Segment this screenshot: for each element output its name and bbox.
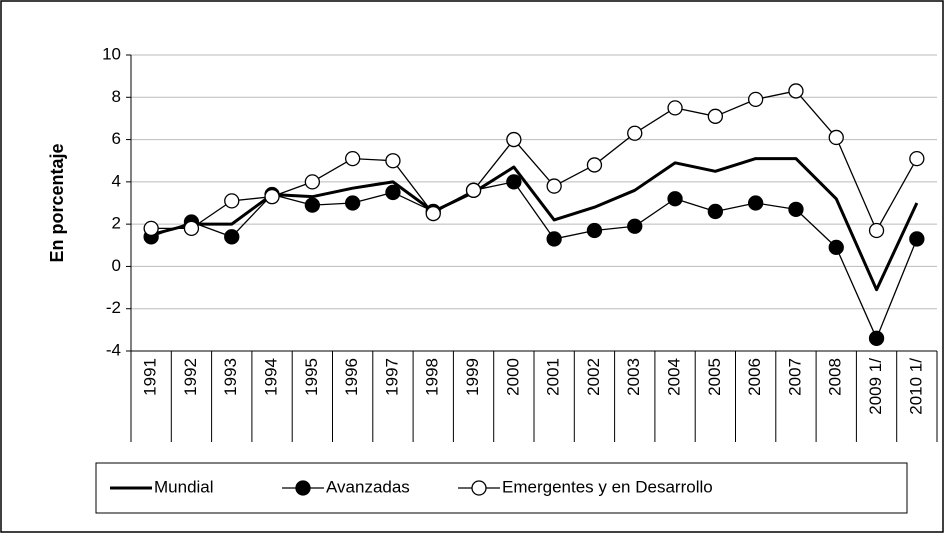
- data-point: [224, 193, 240, 209]
- data-point: [788, 201, 804, 217]
- x-tick-label: 2004: [665, 358, 684, 396]
- x-tick-label: 1992: [181, 358, 200, 396]
- data-point: [909, 231, 925, 247]
- data-point: [828, 239, 844, 256]
- legend-label: Avanzadas: [326, 477, 410, 496]
- data-point: [667, 191, 683, 207]
- data-point: [465, 182, 482, 198]
- x-tick-label: 2001: [544, 358, 563, 396]
- data-point: [344, 150, 361, 167]
- y-tick-label: -4: [106, 340, 121, 359]
- x-tick-label: 2006: [745, 358, 764, 396]
- data-point: [748, 91, 764, 108]
- x-tick-label: 2002: [584, 358, 603, 396]
- y-tick-label: 10: [102, 44, 121, 63]
- x-tick-label: 1996: [342, 358, 361, 396]
- data-point: [546, 178, 562, 194]
- data-point: [183, 220, 200, 237]
- data-point: [586, 157, 603, 173]
- y-tick-label: 0: [112, 256, 121, 275]
- legend-marker: [471, 480, 487, 496]
- data-point: [707, 203, 723, 220]
- data-point: [868, 330, 885, 346]
- data-point: [707, 108, 723, 124]
- y-tick-label: 6: [112, 129, 121, 148]
- data-point: [667, 100, 683, 116]
- data-point: [627, 218, 643, 234]
- x-tick-label: 1993: [221, 358, 240, 396]
- data-point: [224, 229, 240, 245]
- data-point: [586, 222, 603, 239]
- x-tick-label: 2009 1/: [866, 358, 885, 415]
- y-tick-label: 2: [112, 214, 121, 233]
- data-point: [909, 150, 925, 167]
- x-tick-label: 2005: [705, 358, 724, 396]
- data-point: [385, 184, 401, 201]
- data-point: [264, 189, 280, 205]
- x-tick-label: 2003: [624, 358, 643, 396]
- x-tick-label: 2007: [785, 358, 804, 396]
- data-point: [506, 131, 522, 148]
- x-tick-label: 1998: [423, 358, 442, 396]
- data-point: [627, 125, 643, 141]
- data-point: [868, 222, 885, 239]
- data-point: [828, 129, 844, 146]
- y-axis-label: En porcentaje: [47, 143, 67, 262]
- data-point: [748, 195, 764, 211]
- x-tick-label: 1995: [302, 358, 321, 396]
- legend-marker: [295, 480, 311, 496]
- legend-box: [95, 462, 908, 514]
- data-point: [546, 231, 562, 247]
- data-point: [143, 220, 159, 237]
- x-tick-label: 2008: [826, 358, 845, 396]
- data-point: [385, 153, 401, 169]
- y-tick-label: -2: [106, 298, 121, 317]
- data-point: [425, 205, 441, 222]
- x-tick-label: 1999: [463, 358, 482, 396]
- x-tick-label: 2000: [503, 358, 522, 396]
- data-point: [304, 174, 321, 190]
- y-tick-label: 8: [112, 87, 121, 106]
- data-point: [788, 83, 804, 99]
- x-tick-label: 1997: [382, 358, 401, 396]
- y-tick-label: 4: [112, 171, 121, 190]
- data-point: [344, 195, 361, 211]
- x-tick-label: 1991: [141, 358, 160, 396]
- x-tick-label: 1994: [262, 358, 281, 396]
- legend-label: Mundial: [154, 477, 214, 496]
- data-point: [304, 197, 321, 213]
- x-tick-label: 2010 1/: [906, 358, 925, 415]
- legend-label: Emergentes y en Desarrollo: [502, 477, 713, 496]
- data-point: [506, 174, 522, 190]
